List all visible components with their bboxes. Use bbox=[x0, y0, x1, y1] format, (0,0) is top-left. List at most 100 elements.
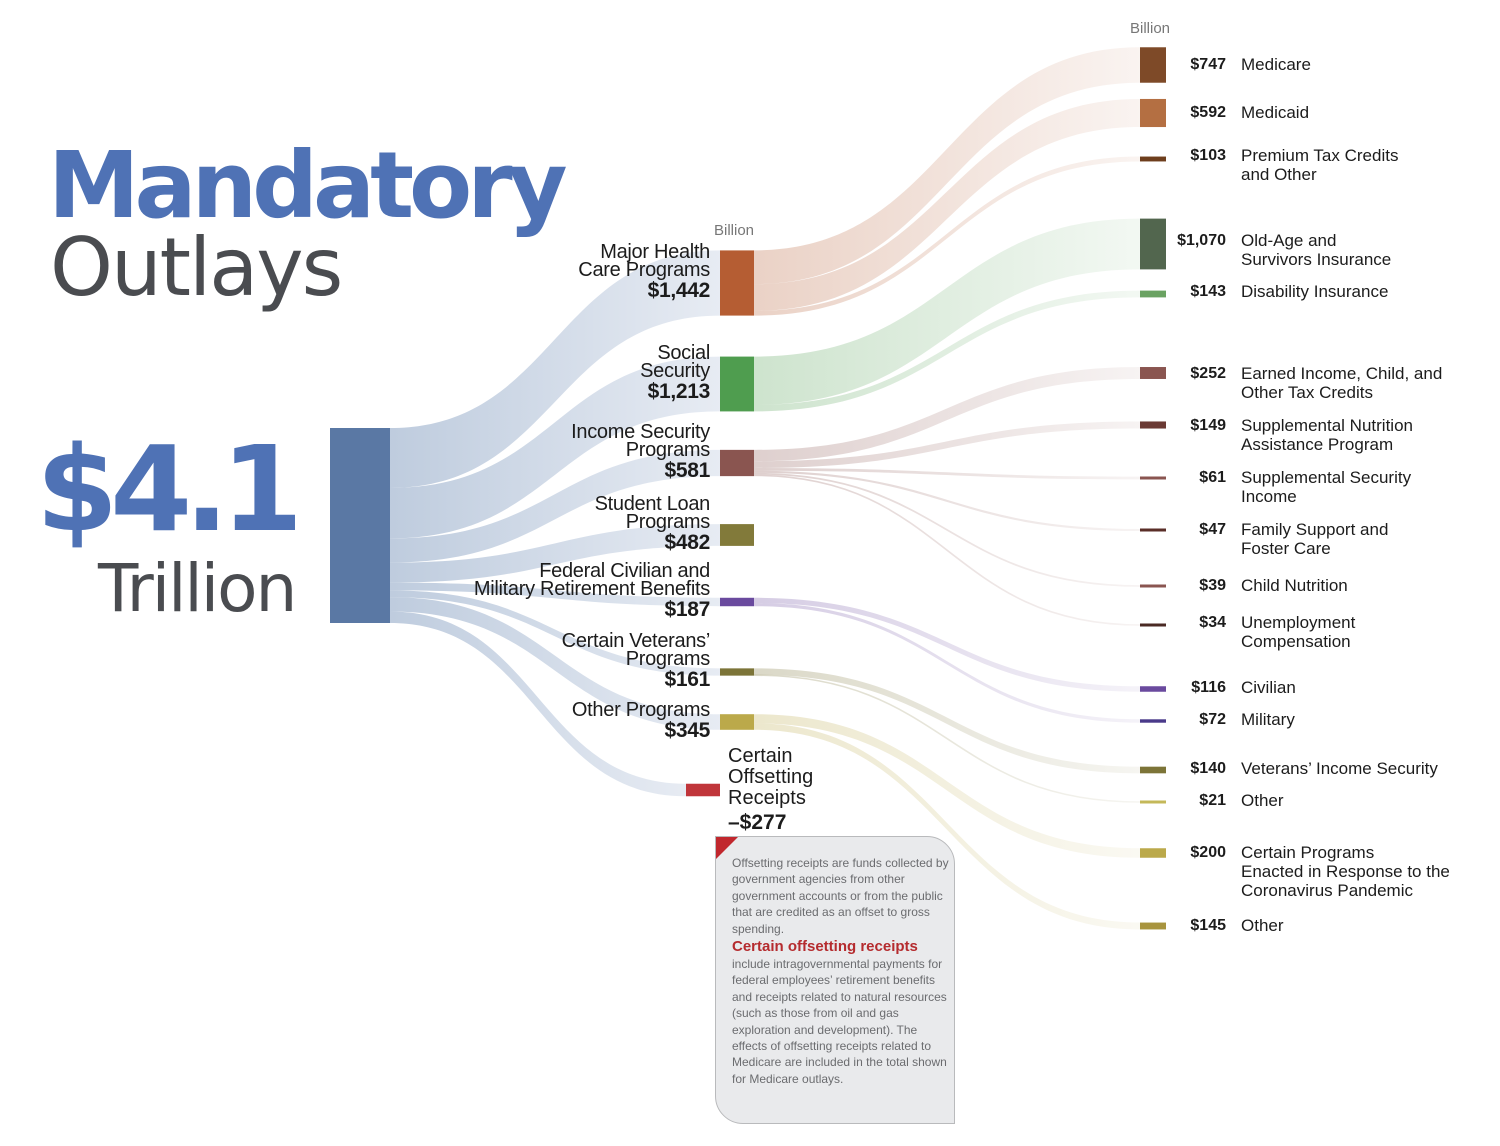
node-subcategory bbox=[1140, 421, 1166, 429]
subcategory-name-line: Coronavirus Pandemic bbox=[1241, 881, 1413, 900]
category-name-line: Care Programs bbox=[578, 259, 710, 281]
chart-subtitle: Outlays bbox=[50, 221, 343, 314]
node-category bbox=[720, 356, 754, 412]
node-subcategory bbox=[1140, 584, 1166, 588]
category-label: Income Security Programs $581 bbox=[571, 421, 710, 483]
subcategory-value: $140 bbox=[1190, 760, 1226, 777]
node-category bbox=[720, 250, 754, 316]
node-subcategory bbox=[1140, 922, 1166, 930]
subcategory-name: Supplemental Security Income bbox=[1241, 468, 1491, 506]
flow-detail bbox=[754, 602, 1140, 723]
node-subcategory bbox=[1140, 367, 1166, 379]
flow-detail bbox=[754, 421, 1140, 468]
category-name-line: Federal Civilian and bbox=[539, 560, 710, 582]
subcategory-value: $103 bbox=[1190, 147, 1226, 164]
middle-unit-label: Billion bbox=[714, 222, 755, 239]
subcategory-name: Civilian bbox=[1241, 678, 1491, 697]
category-label: Student Loan Programs $482 bbox=[594, 493, 711, 555]
subcategory-value: $143 bbox=[1190, 283, 1226, 300]
category-name-line: Military Retirement Benefits bbox=[473, 578, 710, 600]
subcategory-name-line: Medicare bbox=[1241, 55, 1311, 74]
flow-detail bbox=[754, 367, 1140, 462]
flow-total-to-0 bbox=[390, 250, 720, 488]
flow-total-to-1 bbox=[390, 356, 720, 539]
subcategory-name-line: Other bbox=[1241, 916, 1284, 935]
nodes bbox=[330, 47, 1166, 930]
subcategory-name: Child Nutrition bbox=[1241, 576, 1491, 595]
subcategory-name-line: Survivors Insurance bbox=[1241, 250, 1392, 269]
category-name-line: Programs bbox=[625, 648, 711, 670]
subcategory-name: Medicaid bbox=[1241, 103, 1491, 122]
node-subcategory bbox=[1140, 800, 1166, 804]
note-corner-marker bbox=[716, 837, 738, 859]
category-name-line: Other Programs bbox=[571, 699, 710, 721]
flows-level-2 bbox=[753, 47, 1141, 930]
flow-total-to-5 bbox=[390, 590, 720, 676]
node-subcategory bbox=[1140, 686, 1166, 692]
node-subcategory bbox=[1140, 47, 1166, 83]
subcategory-name-line: Certain Programs bbox=[1241, 843, 1375, 862]
node-category bbox=[720, 714, 754, 730]
subcategory-name: Military bbox=[1241, 710, 1491, 729]
node-category bbox=[720, 668, 754, 676]
category-label: Social Security $1,213 bbox=[640, 342, 710, 404]
node-category bbox=[720, 449, 754, 477]
node-subcategory bbox=[1140, 156, 1166, 162]
category-name-line: Security bbox=[640, 360, 710, 382]
subcategory-name-line: Child Nutrition bbox=[1241, 576, 1348, 595]
flow-detail bbox=[753, 472, 1141, 587]
category-name-line: Income Security bbox=[571, 421, 710, 443]
node-subcategory bbox=[1140, 476, 1166, 480]
node-subcategory bbox=[1140, 528, 1166, 532]
subcategory-name: Family Support and Foster Care bbox=[1241, 520, 1491, 558]
subcategory-value: $39 bbox=[1199, 577, 1226, 594]
subcategory-value: $116 bbox=[1191, 679, 1226, 696]
chart-title: Mandatory bbox=[48, 132, 568, 239]
subcategory-name-line: Other Tax Credits bbox=[1241, 383, 1373, 402]
subcategory-name-line: Unemployment bbox=[1241, 613, 1356, 632]
subcategory-name-line: and Other bbox=[1241, 165, 1317, 184]
flow-total-to-2 bbox=[390, 449, 720, 563]
flow-total-to-3 bbox=[390, 524, 720, 583]
offset-note-intro: Offsetting receipts are funds collected … bbox=[732, 856, 949, 936]
subcategory-name-line: Earned Income, Child, and bbox=[1241, 364, 1443, 383]
category-value: $482 bbox=[664, 531, 710, 554]
subcategory-value: $61 bbox=[1199, 469, 1226, 486]
subcategory-name-line: Supplemental Nutrition bbox=[1241, 416, 1413, 435]
category-name-line: Student Loan bbox=[594, 493, 711, 515]
subcategory-value: $145 bbox=[1190, 917, 1226, 934]
subcategory-name: Other bbox=[1241, 791, 1491, 810]
subcategory-value: $149 bbox=[1190, 417, 1226, 434]
category-value: $345 bbox=[664, 719, 710, 742]
node-category bbox=[686, 783, 720, 797]
subcategory-name: Earned Income, Child, and Other Tax Credi… bbox=[1241, 364, 1491, 402]
subcategory-value: $747 bbox=[1190, 56, 1226, 73]
node-subcategory bbox=[1140, 98, 1166, 128]
offset-name-line: Offsetting bbox=[728, 766, 814, 788]
node-total bbox=[330, 428, 390, 623]
flow-total-to-6 bbox=[390, 597, 720, 730]
flow-total-to-4 bbox=[390, 582, 720, 607]
subcategory-name: Premium Tax Credits and Other bbox=[1241, 146, 1491, 184]
subcategory-name-line: Military bbox=[1241, 710, 1295, 729]
category-value: $161 bbox=[664, 668, 710, 691]
subcategory-value: $34 bbox=[1199, 614, 1226, 631]
flow-detail bbox=[754, 668, 1140, 774]
subcategory-value: $200 bbox=[1190, 844, 1226, 861]
node-subcategory bbox=[1140, 218, 1166, 270]
subcategory-name-line: Family Support and bbox=[1241, 520, 1389, 539]
flow-detail bbox=[753, 470, 1141, 532]
category-name-line: Social bbox=[657, 342, 710, 364]
subcategory-value: $252 bbox=[1190, 365, 1226, 382]
subcategory-value: $592 bbox=[1190, 104, 1226, 121]
subcategory-name: Supplemental Nutrition Assistance Program bbox=[1241, 416, 1491, 454]
flow-detail bbox=[754, 98, 1140, 311]
flow-detail bbox=[754, 218, 1140, 405]
offset-note-text: Offsetting receipts are funds collected … bbox=[732, 855, 950, 1087]
category-label: Federal Civilian and Military Retirement … bbox=[473, 560, 710, 622]
category-value: $187 bbox=[664, 598, 710, 621]
subcategory-name-line: Veterans’ Income Security bbox=[1241, 759, 1438, 778]
offset-note-highlight: Certain offsetting receipts bbox=[732, 938, 918, 956]
subcategory-name: Certain Programs Enacted in Response to t… bbox=[1241, 843, 1491, 900]
